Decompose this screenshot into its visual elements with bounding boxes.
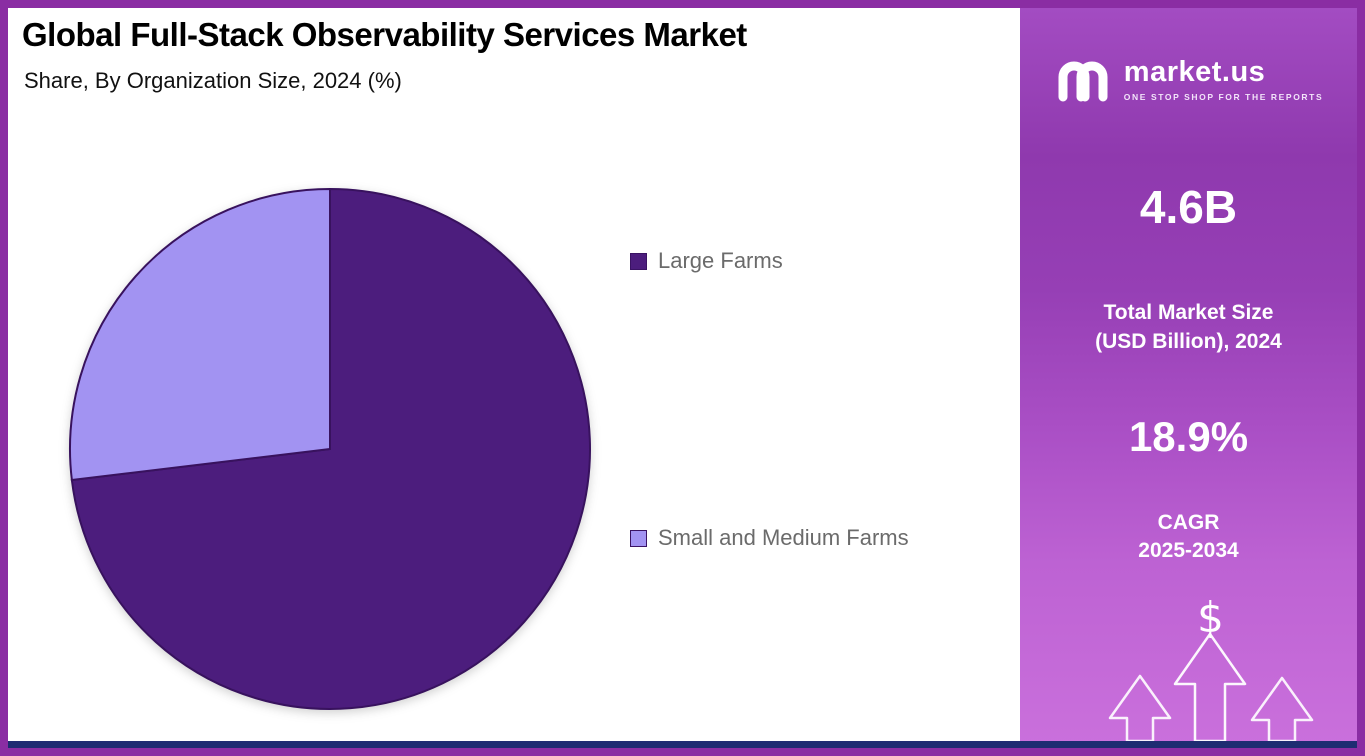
pie-chart-svg [69, 187, 591, 710]
legend-item-small-medium-farms: Small and Medium Farms [630, 525, 909, 551]
stats-panel: market.us ONE STOP SHOP FOR THE REPORTS … [1020, 8, 1357, 748]
legend-item-large-farms: Large Farms [630, 248, 783, 274]
up-arrow-center-icon [1173, 632, 1247, 741]
growth-arrows-icon [1108, 632, 1314, 741]
up-arrow-left-icon [1108, 674, 1172, 741]
logo-brand-name: market.us [1123, 56, 1266, 88]
cagr-value: 18.9% [1128, 413, 1249, 460]
legend-swatch-small-medium-farms [630, 529, 647, 547]
legend-label-small-medium-farms: Small and Medium Farms [658, 525, 909, 550]
cagr-label: CAGR [1157, 511, 1220, 534]
pie-slice [69, 187, 331, 482]
up-arrow-right-icon [1250, 676, 1314, 741]
market-size-label: Total Market Size (USD Billion), 2024 [1095, 301, 1282, 354]
legend-swatch-large-farms [630, 252, 647, 270]
marketus-logo-icon [1058, 61, 1108, 102]
page-subtitle: Share, By Organization Size, 2024 (%) [24, 68, 402, 93]
market-size-value: 4.6B [1139, 181, 1238, 233]
logo-tagline: ONE STOP SHOP FOR THE REPORTS [1123, 92, 1324, 102]
bottom-accent-bar [8, 741, 1357, 748]
brand-logo: market.us ONE STOP SHOP FOR THE REPORTS [1020, 50, 1357, 108]
cagr-period: 2025-2034 [1138, 539, 1239, 562]
legend-label-large-farms: Large Farms [658, 248, 783, 273]
logo-text: market.us ONE STOP SHOP FOR THE REPORTS [1124, 56, 1323, 102]
chart-panel: Global Full-Stack Observability Services… [8, 8, 1020, 748]
pie-chart: 73.1% [55, 174, 605, 724]
page-title: Global Full-Stack Observability Services… [22, 16, 747, 53]
